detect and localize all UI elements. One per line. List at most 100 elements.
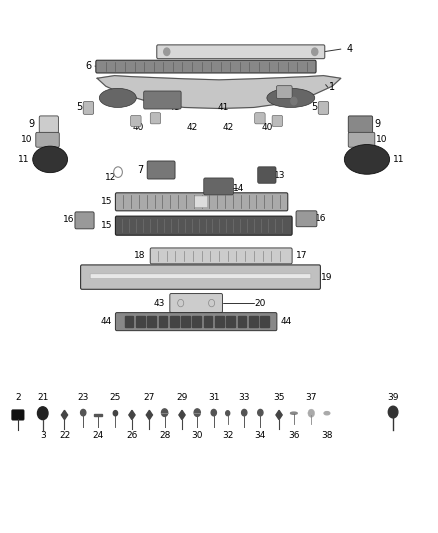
Bar [238, 317, 247, 327]
Text: 9: 9 [29, 119, 35, 130]
Text: 20: 20 [254, 298, 266, 308]
Bar [136, 317, 145, 327]
FancyBboxPatch shape [296, 211, 317, 227]
Text: 34: 34 [254, 431, 266, 440]
Circle shape [38, 407, 48, 419]
FancyBboxPatch shape [39, 116, 58, 133]
Bar [260, 317, 269, 327]
Circle shape [242, 409, 247, 416]
Text: 15: 15 [102, 221, 113, 230]
Bar [95, 414, 102, 416]
FancyBboxPatch shape [116, 313, 277, 330]
Ellipse shape [33, 146, 67, 173]
Text: 6: 6 [85, 61, 92, 71]
Bar [170, 317, 179, 327]
Circle shape [211, 409, 216, 416]
Bar [226, 317, 235, 327]
Text: 38: 38 [321, 431, 333, 440]
FancyBboxPatch shape [258, 167, 276, 183]
Bar [147, 317, 156, 327]
Text: 25: 25 [110, 393, 121, 402]
Circle shape [308, 409, 314, 417]
Text: 1: 1 [329, 82, 335, 92]
FancyBboxPatch shape [116, 193, 288, 211]
Text: 18: 18 [134, 252, 145, 261]
FancyBboxPatch shape [83, 102, 94, 114]
Polygon shape [61, 410, 67, 419]
Text: 37: 37 [306, 393, 317, 402]
Bar [192, 317, 201, 327]
Text: 2: 2 [15, 393, 21, 402]
Text: 40: 40 [261, 123, 272, 132]
Text: 13: 13 [274, 171, 286, 180]
Bar [204, 317, 212, 327]
Circle shape [162, 409, 168, 416]
Polygon shape [179, 410, 185, 419]
FancyBboxPatch shape [131, 115, 141, 126]
Circle shape [389, 406, 398, 418]
Text: 31: 31 [208, 393, 219, 402]
FancyBboxPatch shape [254, 113, 265, 124]
FancyBboxPatch shape [318, 102, 328, 114]
Bar [215, 317, 224, 327]
Text: 2: 2 [286, 89, 292, 99]
Polygon shape [129, 410, 135, 419]
FancyBboxPatch shape [157, 45, 325, 59]
Text: 10: 10 [376, 135, 387, 144]
Text: 5: 5 [311, 102, 318, 112]
Text: 3: 3 [40, 431, 46, 440]
Ellipse shape [267, 88, 315, 108]
FancyBboxPatch shape [90, 274, 311, 279]
Text: 9: 9 [375, 119, 381, 130]
Polygon shape [276, 410, 282, 419]
Text: 40: 40 [133, 123, 144, 132]
Circle shape [164, 48, 170, 55]
FancyBboxPatch shape [36, 132, 59, 147]
FancyBboxPatch shape [150, 248, 292, 264]
FancyBboxPatch shape [348, 116, 373, 133]
Text: 43: 43 [153, 298, 165, 308]
Text: 26: 26 [126, 431, 138, 440]
FancyBboxPatch shape [272, 115, 283, 126]
Text: 27: 27 [144, 393, 155, 402]
FancyBboxPatch shape [150, 113, 161, 124]
Circle shape [291, 98, 297, 105]
Circle shape [258, 409, 263, 416]
Text: 24: 24 [92, 431, 104, 440]
Circle shape [113, 410, 117, 416]
Text: 44: 44 [100, 317, 111, 326]
FancyBboxPatch shape [96, 60, 316, 73]
Circle shape [226, 411, 230, 416]
Bar [159, 317, 167, 327]
Ellipse shape [324, 411, 330, 415]
Text: 41: 41 [218, 103, 229, 112]
Circle shape [194, 409, 200, 416]
Text: 17: 17 [296, 252, 307, 261]
Text: 23: 23 [78, 393, 89, 402]
Text: 33: 33 [239, 393, 250, 402]
Text: 39: 39 [387, 393, 399, 402]
Bar [124, 317, 133, 327]
Text: 10: 10 [21, 135, 32, 144]
Text: 36: 36 [288, 431, 300, 440]
Text: 29: 29 [177, 393, 188, 402]
FancyBboxPatch shape [194, 196, 208, 208]
Polygon shape [146, 410, 152, 419]
Bar [249, 317, 258, 327]
Text: 16: 16 [63, 215, 74, 224]
Text: 12: 12 [106, 173, 117, 182]
FancyBboxPatch shape [170, 294, 223, 313]
Text: 28: 28 [159, 431, 170, 440]
Text: 15: 15 [102, 197, 113, 206]
Polygon shape [97, 76, 341, 109]
Ellipse shape [344, 144, 390, 174]
Text: 44: 44 [281, 317, 292, 326]
Text: 4: 4 [346, 44, 353, 54]
FancyBboxPatch shape [348, 132, 375, 147]
Text: 3: 3 [301, 96, 307, 106]
Circle shape [312, 48, 318, 55]
Text: 11: 11 [18, 155, 30, 164]
Text: 11: 11 [392, 155, 404, 164]
Text: 16: 16 [315, 214, 327, 223]
FancyBboxPatch shape [144, 91, 181, 109]
